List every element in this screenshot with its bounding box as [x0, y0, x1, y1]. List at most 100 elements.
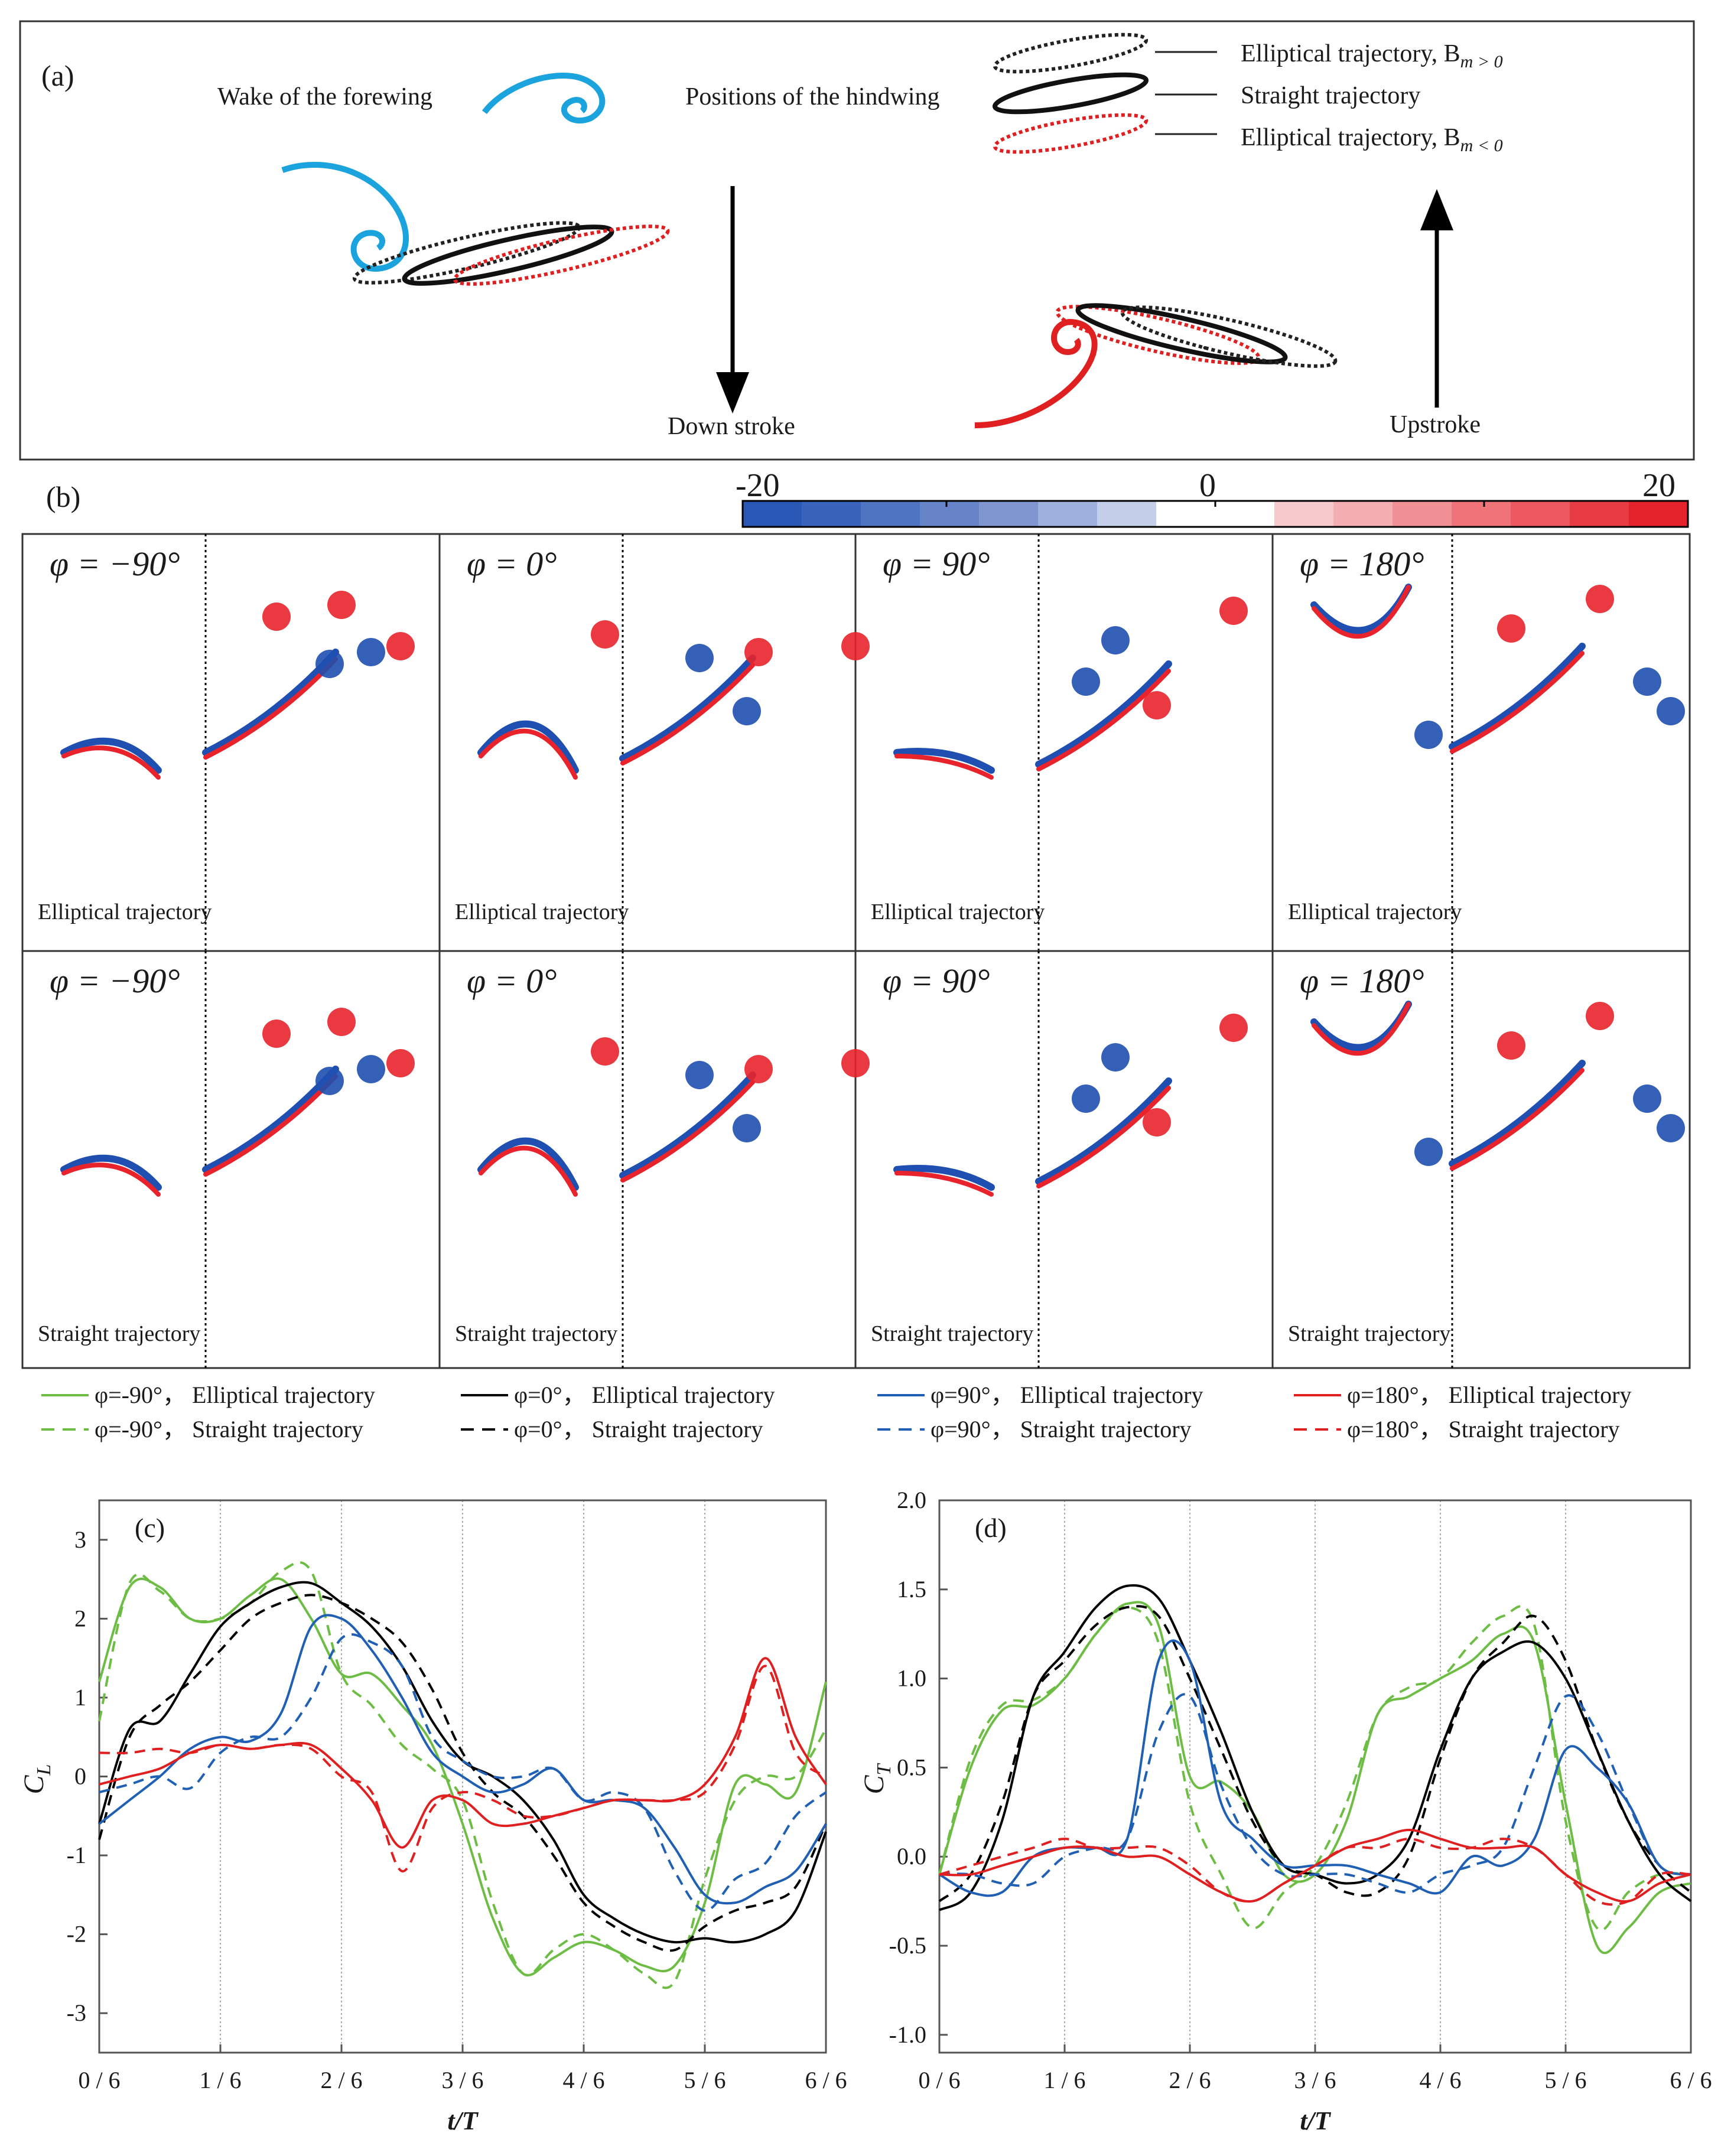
trajectory-label: Elliptical trajectory: [455, 900, 629, 924]
legend-bm-neg: Elliptical trajectory, Bm < 0: [1241, 124, 1503, 155]
vortex-core: [1143, 691, 1171, 719]
vortex-core: [841, 1049, 870, 1077]
vortex-core: [1586, 1002, 1614, 1030]
vortex-core: [1219, 1014, 1248, 1042]
forewing-shape: [894, 754, 994, 780]
vorticity-panel: φ = 180° Straight trajectory: [1271, 950, 1691, 1369]
phase-label: φ = 180°: [1300, 545, 1424, 583]
forewing-shape: [479, 1145, 578, 1197]
forewing-shape: [893, 748, 995, 774]
x-tick-label: 2 / 6: [320, 2067, 362, 2093]
vortex-core: [1143, 1108, 1171, 1136]
series-line: [939, 1693, 1691, 1894]
vortex-core: [1072, 667, 1100, 696]
series-line: [939, 1584, 1692, 1911]
forewing-shape: [60, 1154, 162, 1191]
vortex-core: [315, 650, 344, 678]
chart-panel-label: (c): [135, 1513, 165, 1543]
panel-b-label: (b): [46, 480, 80, 513]
legend-item: φ=0°， Straight trajectory: [461, 1416, 763, 1442]
legend-item: φ=-90°， Straight trajectory: [41, 1416, 363, 1442]
down-arrow-head-icon: [716, 372, 749, 413]
phase-label: φ = 0°: [467, 962, 557, 1000]
y-tick-label: 1.5: [897, 1576, 926, 1603]
forewing-wake-up: [974, 318, 1098, 428]
panel-b: (b) -20 0 20 φ = −90° Elliptical trajecto…: [21, 467, 1691, 1369]
vortex-core: [357, 1055, 385, 1083]
series-line: [938, 1639, 1691, 1897]
forewing-shape: [60, 737, 162, 774]
vorticity-panel: φ = 90° Straight trajectory: [841, 950, 1274, 1369]
phase-label: φ = −90°: [50, 545, 180, 583]
vortex-core: [841, 632, 870, 660]
colorbar-swatch: [1570, 501, 1629, 527]
hindwing-shape: [1450, 1068, 1585, 1171]
legend-label: φ=-90°， Straight trajectory: [95, 1416, 363, 1442]
wake-label: Wake of the forewing: [217, 83, 432, 110]
colorbar-swatch: [1393, 501, 1452, 527]
y-tick-label: 3: [74, 1526, 86, 1553]
series-line: [99, 1633, 827, 1912]
forewing-shape: [479, 728, 578, 780]
colorbar-swatch: [1333, 501, 1393, 527]
vortex-core: [1219, 597, 1248, 625]
x-tick-label: 2 / 6: [1169, 2067, 1211, 2093]
vorticity-panel: φ = 90° Elliptical trajectory: [841, 533, 1274, 952]
vortex-core: [1072, 1084, 1100, 1113]
vortex-core: [386, 1049, 415, 1077]
hindwing-shape: [1450, 651, 1585, 754]
forewing-shape: [893, 1165, 995, 1191]
positions-label: Positions of the hindwing: [685, 83, 940, 110]
trajectory-label: Straight trajectory: [1288, 1321, 1450, 1346]
colorbar-swatch: [1156, 501, 1216, 527]
vortex-core: [1101, 1043, 1130, 1072]
x-tick-label: 0 / 6: [78, 2067, 120, 2093]
y-tick-label: 0.5: [897, 1754, 926, 1780]
legend-label: φ=0°， Straight trajectory: [514, 1416, 763, 1442]
phase-label: φ = 180°: [1300, 962, 1424, 1000]
trajectory-label: Elliptical trajectory: [38, 900, 212, 924]
trajectory-label: Straight trajectory: [38, 1321, 200, 1346]
phase-label: φ = 90°: [883, 962, 990, 1000]
chart-ct: 0 / 6 1 / 6 2 / 6 3 / 6 4 / 6 5 / 6 6 / 6 -1.0 -…: [858, 1487, 1712, 2135]
wake-legend-icon: [482, 73, 606, 124]
hindwing-bm-neg: [453, 224, 670, 286]
vortex-core: [1497, 1031, 1525, 1060]
vortex-core: [262, 602, 291, 631]
colorbar-swatch: [743, 501, 802, 527]
hindwing-bm-pos: [352, 221, 581, 285]
forewing-shape: [1312, 585, 1411, 639]
y-tick-label: 0.0: [897, 1843, 926, 1870]
hindwing-shape: [1035, 1077, 1172, 1185]
colorbar-swatch: [920, 501, 980, 527]
chart-cl: 0 / 6 1 / 6 2 / 6 3 / 6 4 / 6 5 / 6 6 / 6 -3 -2 -…: [18, 1499, 847, 2135]
y-axis-label: CL: [18, 1764, 55, 1795]
series-line: [939, 1838, 1691, 1906]
colorbar-swatch: [1274, 501, 1334, 527]
vortex-core: [386, 632, 415, 660]
vortex-core: [744, 638, 773, 666]
hindwing-shape: [619, 654, 756, 762]
y-tick-label: 1: [74, 1684, 86, 1711]
vorticity-panel: φ = 0° Elliptical trajectory: [438, 533, 857, 952]
hindwing-shape: [1449, 643, 1586, 750]
colorbar-mid: 0: [1199, 467, 1216, 504]
x-tick-label: 6 / 6: [805, 2067, 847, 2093]
vortex-core: [591, 1037, 619, 1066]
x-tick-label: 1 / 6: [1043, 2067, 1085, 2093]
x-tick-label: 5 / 6: [1544, 2067, 1586, 2093]
colorbar-max: 20: [1642, 467, 1676, 504]
colorbar-swatch: [979, 501, 1039, 527]
panel-a: (a) Wake of the forewing Positions of th…: [19, 20, 1695, 461]
hindwing-up-straight: [1075, 303, 1288, 364]
vortex-core: [1657, 1114, 1685, 1142]
forewing-wake-down: [281, 162, 409, 272]
legend-item: φ=180°， Straight trajectory: [1294, 1416, 1620, 1442]
forewing-shape: [894, 1171, 994, 1197]
wing-straight-icon: [992, 72, 1149, 115]
vortex-core: [1414, 721, 1443, 749]
series-line: [98, 1594, 827, 1952]
colorbar-swatch: [861, 501, 920, 527]
colorbar-swatch: [1452, 501, 1511, 527]
vortex-core: [327, 1008, 356, 1036]
